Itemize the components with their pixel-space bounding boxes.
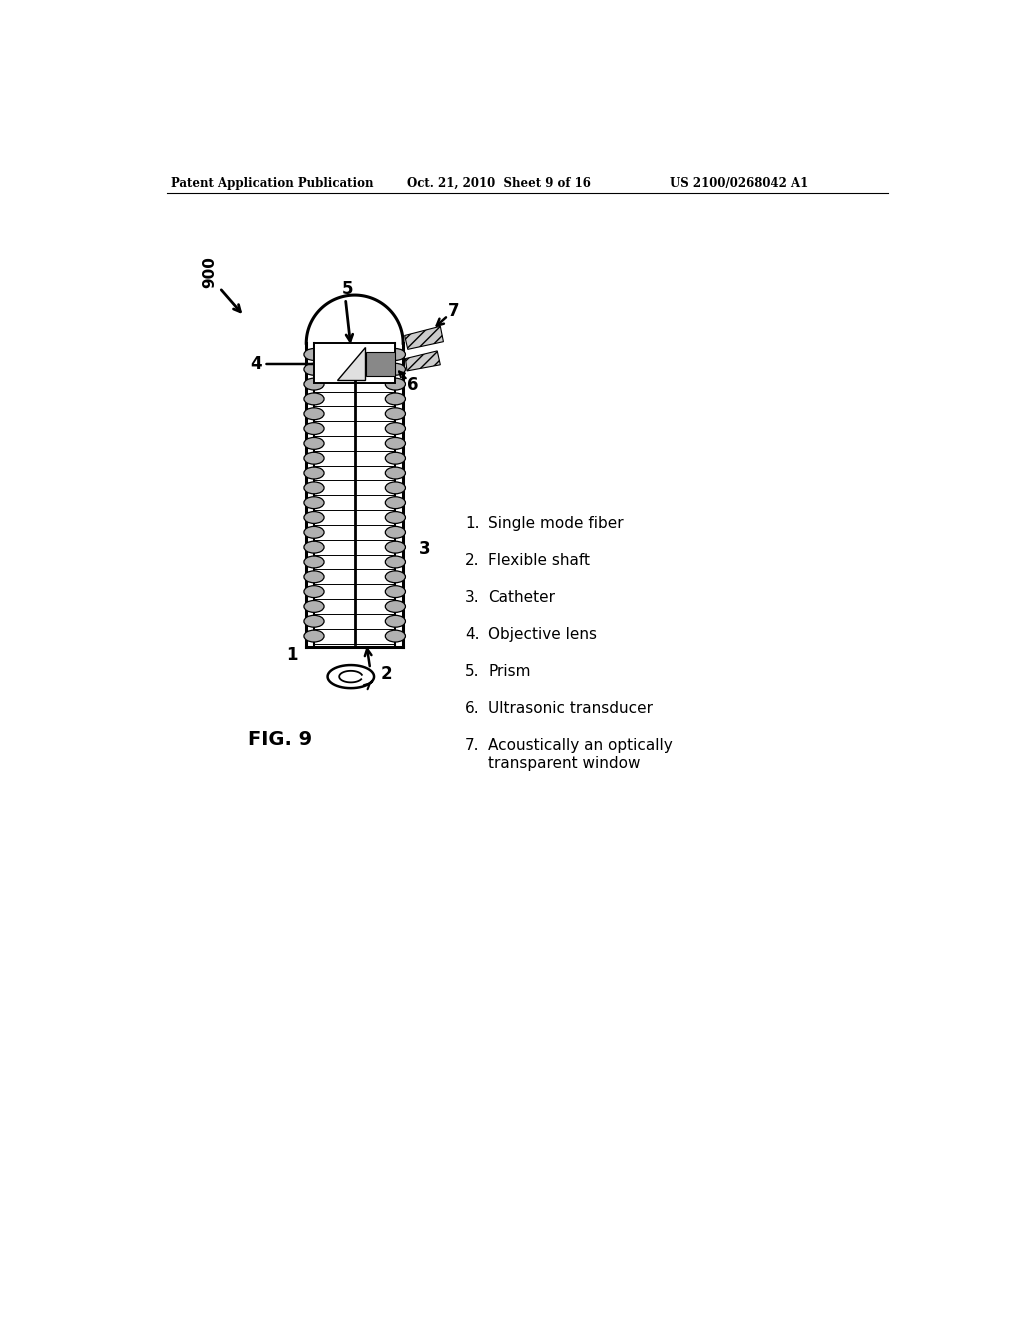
Ellipse shape — [385, 437, 406, 449]
Ellipse shape — [304, 453, 324, 465]
Ellipse shape — [385, 570, 406, 582]
Polygon shape — [404, 326, 443, 350]
Text: 7: 7 — [447, 302, 460, 319]
Ellipse shape — [385, 453, 406, 465]
Text: US 2100/0268042 A1: US 2100/0268042 A1 — [671, 177, 809, 190]
Ellipse shape — [304, 630, 324, 642]
Ellipse shape — [385, 630, 406, 642]
Ellipse shape — [385, 556, 406, 568]
Ellipse shape — [304, 393, 324, 405]
Ellipse shape — [304, 541, 324, 553]
Ellipse shape — [304, 601, 324, 612]
Bar — [366, 352, 394, 376]
Text: 2: 2 — [380, 664, 392, 682]
Ellipse shape — [304, 615, 324, 627]
Ellipse shape — [304, 527, 324, 539]
Text: Single mode fiber: Single mode fiber — [488, 516, 624, 532]
Ellipse shape — [304, 482, 324, 494]
Bar — [314, 343, 395, 383]
Text: Ultrasonic transducer: Ultrasonic transducer — [488, 701, 653, 717]
Text: 7.: 7. — [465, 738, 479, 754]
Ellipse shape — [385, 393, 406, 405]
Ellipse shape — [385, 467, 406, 479]
Text: Flexible shaft: Flexible shaft — [488, 553, 591, 569]
Ellipse shape — [385, 541, 406, 553]
Ellipse shape — [304, 422, 324, 434]
Ellipse shape — [304, 378, 324, 389]
Text: 5.: 5. — [465, 664, 479, 680]
Text: Patent Application Publication: Patent Application Publication — [171, 177, 373, 190]
Ellipse shape — [385, 527, 406, 539]
Ellipse shape — [304, 467, 324, 479]
Ellipse shape — [385, 496, 406, 508]
Ellipse shape — [385, 408, 406, 420]
Text: Objective lens: Objective lens — [488, 627, 597, 643]
Text: 5: 5 — [342, 280, 353, 298]
Text: 6: 6 — [407, 376, 418, 393]
Ellipse shape — [385, 512, 406, 524]
Text: 2.: 2. — [465, 553, 479, 569]
Ellipse shape — [304, 512, 324, 524]
Text: 3: 3 — [419, 540, 431, 558]
Ellipse shape — [304, 556, 324, 568]
Ellipse shape — [304, 348, 324, 360]
Polygon shape — [406, 351, 440, 371]
Ellipse shape — [385, 586, 406, 598]
Text: 900: 900 — [202, 256, 217, 288]
Ellipse shape — [385, 482, 406, 494]
Ellipse shape — [385, 422, 406, 434]
Text: 4.: 4. — [465, 627, 479, 643]
Text: 1.: 1. — [465, 516, 479, 532]
Ellipse shape — [385, 601, 406, 612]
Text: Catheter: Catheter — [488, 590, 555, 606]
Ellipse shape — [304, 363, 324, 375]
Ellipse shape — [304, 408, 324, 420]
Ellipse shape — [385, 615, 406, 627]
Ellipse shape — [304, 437, 324, 449]
Ellipse shape — [304, 570, 324, 582]
Ellipse shape — [385, 378, 406, 389]
Polygon shape — [337, 347, 365, 380]
Ellipse shape — [304, 496, 324, 508]
Text: Oct. 21, 2010  Sheet 9 of 16: Oct. 21, 2010 Sheet 9 of 16 — [407, 177, 591, 190]
Ellipse shape — [385, 348, 406, 360]
Text: Prism: Prism — [488, 664, 530, 680]
Ellipse shape — [385, 363, 406, 375]
Text: 6.: 6. — [465, 701, 480, 717]
Text: 3.: 3. — [465, 590, 480, 606]
Text: FIG. 9: FIG. 9 — [248, 730, 312, 750]
Text: 1: 1 — [287, 645, 298, 664]
Ellipse shape — [304, 586, 324, 598]
Text: Acoustically an optically
transparent window: Acoustically an optically transparent wi… — [488, 738, 673, 771]
Text: 4: 4 — [250, 355, 262, 374]
